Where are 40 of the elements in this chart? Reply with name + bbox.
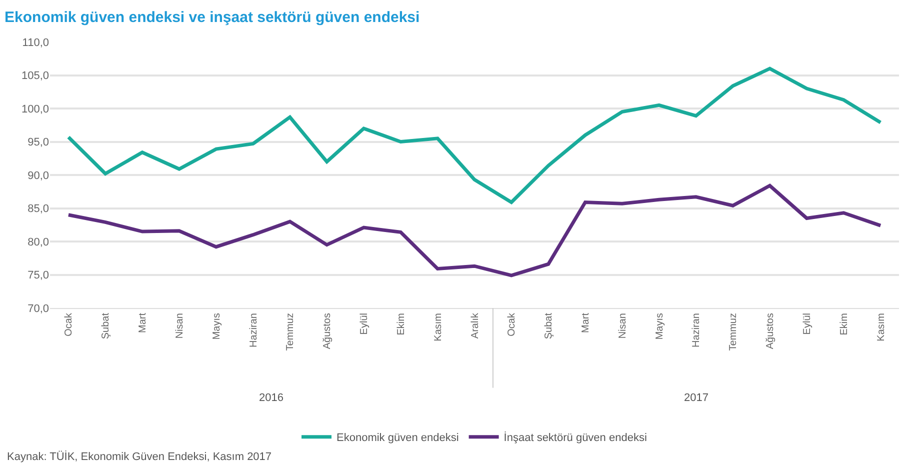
x-tick-label: Mayıs: [654, 313, 666, 340]
x-tick-label: Nisan: [174, 313, 186, 339]
x-tick-label: Ekim: [838, 313, 850, 336]
y-tick-label: 105,0: [21, 70, 49, 82]
y-tick-label: 80,0: [28, 236, 49, 248]
chart-title: Ekonomik güven endeksi ve inşaat sektörü güven endeksi: [4, 9, 420, 26]
x-tick-label: Temmuz: [728, 313, 740, 351]
x-tick-label: Haziran: [691, 313, 702, 348]
x-tick-label: Temmuz: [285, 313, 296, 351]
y-tick-label: 110,0: [22, 36, 49, 49]
text: Kaynak: TÜİK, Ekonomik Güven Endeksi, Kasım 2017: [7, 450, 272, 463]
text: 2017: [684, 392, 708, 404]
x-tick-label: Haziran: [248, 313, 260, 348]
x-tick-label: Mart: [138, 312, 149, 333]
x-tick-label: Ağustos: [322, 313, 334, 350]
y-tick-label: 70,0: [28, 302, 49, 315]
x-tick-label: Mart: [580, 312, 592, 333]
x-tick-label: Şubat: [544, 312, 555, 340]
x-tick-label: Ocak: [64, 312, 75, 336]
legend-label: İnşaat sektörü güven endeksi: [504, 431, 647, 444]
y-tick-label: 85,0: [28, 203, 49, 216]
x-tick-label: Eylül: [802, 313, 813, 335]
x-tick-label: Eylül: [359, 313, 370, 335]
y-tick-label: 90,0: [28, 170, 49, 182]
x-tick-label: Kasım: [432, 313, 444, 342]
x-tick-label: Ekim: [396, 313, 407, 336]
y-tick-label: 75,0: [28, 270, 49, 282]
x-tick-label: Kasım: [876, 313, 887, 342]
text: 2016: [259, 392, 284, 404]
line-series: [66, 66, 882, 204]
y-tick-label: 95,0: [28, 136, 49, 149]
y-tick-label: 100,0: [21, 103, 49, 116]
x-tick-label: Mayıs: [211, 313, 222, 340]
line-series: [66, 184, 882, 278]
x-tick-label: Aralık: [470, 312, 481, 339]
x-tick-label: Nisan: [617, 313, 628, 339]
legend-label: Ekonomik güven endeksi: [336, 432, 459, 444]
x-tick-label: Ocak: [506, 312, 518, 336]
x-tick-label: Ağustos: [765, 313, 776, 350]
x-tick-label: Şubat: [100, 312, 112, 340]
